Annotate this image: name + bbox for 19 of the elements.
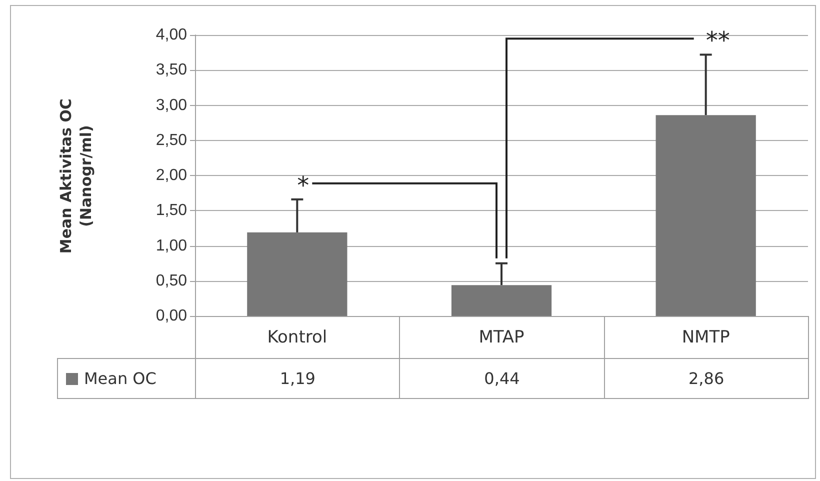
- data-label: 1,19: [195, 358, 400, 399]
- annotation: *: [297, 171, 310, 200]
- y-tick-label: 1,00: [156, 237, 188, 254]
- x-tick-label: Kontrol: [267, 328, 328, 348]
- y-tick-label: 1,50: [156, 202, 188, 220]
- data-label: 2,86: [604, 358, 809, 399]
- y-tick-label: 0,50: [156, 272, 188, 290]
- y-tick-label: 0,00: [156, 308, 188, 324]
- y-tick-label: 3,50: [156, 62, 188, 79]
- y-tick-label: 3,00: [156, 96, 188, 114]
- legend-label: Mean OC: [57, 358, 196, 399]
- data-label: 0,44: [399, 358, 605, 399]
- annotation: **: [706, 26, 730, 55]
- y-tick-label: 2,50: [156, 132, 188, 149]
- y-tick-label: 4,00: [156, 26, 188, 44]
- y-axis-title: Mean Aktivitas OC (Nanogr/ml): [56, 97, 96, 256]
- x-tick-label: NMTP: [682, 328, 730, 348]
- x-tick-label: MTAP: [478, 328, 524, 348]
- y-tick-label: 2,00: [156, 167, 188, 184]
